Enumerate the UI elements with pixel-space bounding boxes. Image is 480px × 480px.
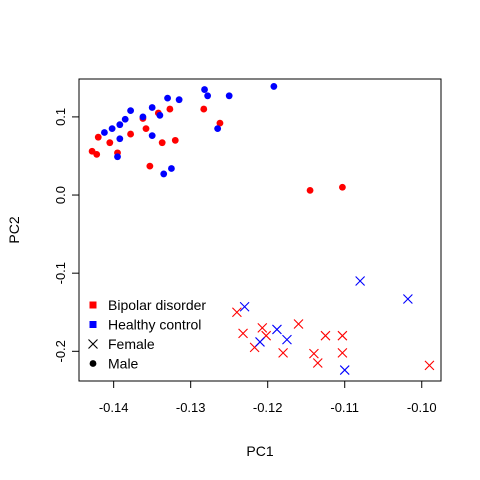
- point-bipolar-disorder-female: [293, 319, 304, 329]
- point-healthy-control-male: [116, 135, 124, 143]
- point-bipolar-disorder-female: [232, 307, 242, 318]
- legend-swatch-female: [88, 339, 98, 349]
- x-tick-label: -0.13: [176, 400, 206, 415]
- point-healthy-control-male: [139, 113, 147, 121]
- legend-label-female: Female: [108, 336, 155, 352]
- x-axis: -0.14 -0.13 -0.12 -0.11 -0.10: [99, 381, 437, 415]
- point-bipolar-disorder-female: [309, 348, 319, 359]
- point-bipolar-disorder-female: [257, 322, 268, 333]
- point-bipolar-disorder-female: [337, 330, 348, 341]
- point-healthy-control-male: [164, 94, 171, 102]
- point-bipolar-disorder-female: [424, 360, 435, 371]
- point-healthy-control-female: [402, 294, 413, 304]
- point-bipolar-disorder-male: [142, 125, 150, 133]
- point-healthy-control-male: [225, 92, 233, 100]
- point-bipolar-disorder-male: [146, 162, 154, 170]
- point-bipolar-disorder-female: [320, 330, 331, 341]
- y-tick-label: -0.2: [53, 340, 68, 362]
- point-healthy-control-male: [214, 125, 222, 133]
- legend-label-male: Male: [108, 356, 139, 372]
- y-axis-label: PC2: [6, 216, 22, 243]
- point-healthy-control-male: [101, 129, 108, 136]
- point-healthy-control-male: [270, 83, 278, 90]
- legend-swatch-healthy-control: [89, 321, 97, 328]
- point-healthy-control-female: [239, 301, 250, 312]
- point-healthy-control-female: [255, 337, 265, 347]
- point-healthy-control-male: [156, 111, 164, 119]
- legend: Bipolar disorder Healthy control Female Mal…: [88, 297, 206, 372]
- point-bipolar-disorder-male: [306, 186, 314, 194]
- y-tick-label: 0.1: [53, 108, 68, 126]
- point-bipolar-disorder-male: [158, 139, 166, 147]
- point-healthy-control-male: [121, 115, 129, 123]
- point-healthy-control-female: [355, 276, 366, 286]
- x-axis-label: PC1: [246, 443, 273, 459]
- point-bipolar-disorder-male: [339, 183, 346, 191]
- point-bipolar-disorder-male: [216, 119, 224, 127]
- point-bipolar-disorder-male: [166, 105, 174, 113]
- y-tick-label: 0.0: [53, 186, 68, 204]
- legend-swatch-bipolar-disorder: [89, 301, 97, 309]
- point-healthy-control-male: [127, 107, 135, 115]
- point-bipolar-disorder-male: [106, 139, 114, 147]
- x-tick-label: -0.12: [253, 400, 283, 415]
- point-bipolar-disorder-male: [200, 105, 208, 113]
- point-bipolar-disorder-female: [312, 358, 323, 368]
- point-healthy-control-male: [204, 92, 212, 100]
- point-healthy-control-male: [114, 153, 121, 161]
- point-bipolar-disorder-male: [127, 130, 135, 138]
- legend-label-healthy-control: Healthy control: [108, 317, 201, 333]
- point-healthy-control-male: [160, 170, 168, 178]
- point-healthy-control-female: [282, 334, 292, 345]
- plot-box: [78, 78, 442, 382]
- point-healthy-control-male: [148, 104, 156, 111]
- x-tick-label: -0.14: [99, 400, 129, 415]
- point-healthy-control-male: [116, 121, 124, 129]
- legend-swatch-male: [89, 360, 97, 367]
- point-healthy-control-male: [175, 96, 183, 104]
- point-bipolar-disorder-female: [278, 347, 288, 358]
- point-bipolar-disorder-male: [94, 133, 102, 141]
- point-bipolar-disorder-male: [93, 151, 101, 158]
- data-points: [88, 83, 435, 375]
- x-tick-label: -0.10: [407, 400, 437, 415]
- point-healthy-control-male: [148, 132, 156, 140]
- y-axis: -0.2 -0.1 0.0 0.1: [53, 108, 79, 363]
- legend-label-bipolar-disorder: Bipolar disorder: [108, 297, 206, 313]
- y-tick-label: -0.1: [53, 262, 68, 284]
- point-healthy-control-male: [108, 125, 116, 133]
- point-healthy-control-female: [272, 324, 282, 335]
- x-tick-label: -0.11: [330, 400, 359, 415]
- point-bipolar-disorder-male: [171, 136, 179, 144]
- point-bipolar-disorder-female: [238, 328, 248, 339]
- point-bipolar-disorder-female: [337, 347, 348, 358]
- point-healthy-control-female: [339, 365, 350, 375]
- point-healthy-control-male: [201, 86, 208, 93]
- point-healthy-control-male: [168, 165, 175, 172]
